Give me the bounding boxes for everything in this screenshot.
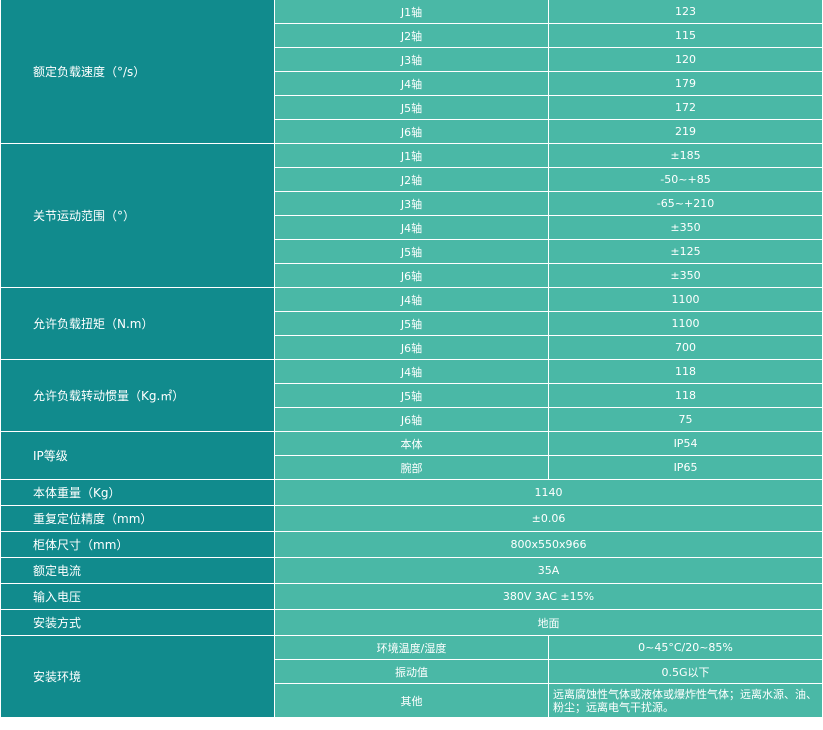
table-row: 重复定位精度（mm） ±0.06 (0, 505, 823, 532)
value-cell: 123 (548, 0, 823, 24)
row-label: 柜体尺寸（mm） (0, 531, 275, 558)
axis-cell: J1轴 (274, 0, 549, 24)
table-row: 振动值 0.5G以下 (1, 659, 823, 684)
value-cell: IP54 (548, 431, 823, 456)
table-row: J4轴 179 (1, 71, 823, 96)
value-cell: 1140 (274, 479, 823, 506)
value-cell: 0.5G以下 (548, 659, 823, 684)
table-row: 输入电压 380V 3AC ±15% (0, 583, 823, 610)
axis-cell: J4轴 (274, 215, 549, 240)
axis-cell: J2轴 (274, 23, 549, 48)
value-cell: 1100 (548, 287, 823, 312)
value-cell: 75 (548, 407, 823, 432)
axis-cell: J3轴 (274, 47, 549, 72)
table-row: 柜体尺寸（mm） 800x550x966 (0, 531, 823, 558)
row-label: 重复定位精度（mm） (0, 505, 275, 532)
value-cell: 179 (548, 71, 823, 96)
axis-cell: J4轴 (274, 287, 549, 312)
value-cell: 219 (548, 119, 823, 144)
table-row: 安装环境 环境温度/湿度 0~45°C/20~85% (0, 635, 823, 718)
axis-cell: J1轴 (274, 143, 549, 168)
value-cell: 0~45°C/20~85% (548, 635, 823, 660)
axis-cell: J6轴 (274, 335, 549, 360)
value-cell: ±125 (548, 239, 823, 264)
row-label: 关节运动范围（°） (0, 143, 275, 288)
row-label: 安装环境 (0, 635, 275, 718)
env-name-cell: 振动值 (274, 659, 549, 684)
table-row: J3轴 -65~+210 (1, 191, 823, 216)
axis-cell: J4轴 (274, 359, 549, 384)
value-cell: 800x550x966 (274, 531, 823, 558)
row-label: 安装方式 (0, 609, 275, 636)
value-cell: -65~+210 (548, 191, 823, 216)
row-label: 额定负载速度（°/s） (0, 0, 275, 144)
row-label: 本体重量（Kg） (0, 479, 275, 506)
table-row: J6轴 219 (1, 119, 823, 144)
env-name-cell: 其他 (274, 683, 549, 718)
axis-cell: J5轴 (274, 383, 549, 408)
value-cell: 172 (548, 95, 823, 120)
value-cell: -50~+85 (548, 167, 823, 192)
row-label: 允许负载转动惯量（Kg.㎡） (0, 359, 275, 432)
value-cell: ±350 (548, 263, 823, 288)
axis-cell: J5轴 (274, 95, 549, 120)
axis-cell: J3轴 (274, 191, 549, 216)
axis-cell: 腕部 (274, 455, 549, 480)
axis-cell: J6轴 (274, 119, 549, 144)
axis-cell: J6轴 (274, 407, 549, 432)
table-row: J2轴 115 (1, 23, 823, 48)
axis-cell: J5轴 (274, 239, 549, 264)
row-label: 额定电流 (0, 557, 275, 584)
value-cell: 380V 3AC ±15% (274, 583, 823, 610)
table-row: J5轴 118 (1, 383, 823, 408)
row-label: 允许负载扭矩（N.m） (0, 287, 275, 360)
axis-cell: J4轴 (274, 71, 549, 96)
table-row: 额定负载速度（°/s） J1轴 123 (0, 0, 823, 144)
table-row: 允许负载转动惯量（Kg.㎡） J4轴 118 (0, 359, 823, 432)
value-cell: 120 (548, 47, 823, 72)
value-cell: 远离腐蚀性气体或液体或爆炸性气体；远离水源、油、粉尘；远离电气干扰源。 (548, 683, 823, 718)
axis-cell: J2轴 (274, 167, 549, 192)
table-row: J4轴 ±350 (1, 215, 823, 240)
value-cell: IP65 (548, 455, 823, 480)
value-cell: 1100 (548, 311, 823, 336)
table-row: J6轴 ±350 (1, 263, 823, 288)
env-name-cell: 环境温度/湿度 (274, 635, 549, 660)
axis-cell: J5轴 (274, 311, 549, 336)
value-cell: 地面 (274, 609, 823, 636)
table-row: 本体重量（Kg） 1140 (0, 479, 823, 506)
table-row: J5轴 172 (1, 95, 823, 120)
value-cell: 118 (548, 359, 823, 384)
table-row: 额定电流 35A (0, 557, 823, 584)
value-cell: ±0.06 (274, 505, 823, 532)
value-cell: 118 (548, 383, 823, 408)
table-row: 允许负载扭矩（N.m） J4轴 1100 (0, 287, 823, 360)
row-label: IP等级 (0, 431, 275, 480)
row-label: 输入电压 (0, 583, 275, 610)
table-row: J5轴 1100 (1, 311, 823, 336)
value-cell: 35A (274, 557, 823, 584)
axis-cell: J6轴 (274, 263, 549, 288)
table-row: 安装方式 地面 (0, 609, 823, 636)
table-row: 关节运动范围（°） J1轴 ±185 (0, 143, 823, 288)
value-cell: 115 (548, 23, 823, 48)
table-row: J6轴 700 (1, 335, 823, 360)
value-cell: ±185 (548, 143, 823, 168)
value-cell: ±350 (548, 215, 823, 240)
axis-cell: 本体 (274, 431, 549, 456)
table-row: 其他 远离腐蚀性气体或液体或爆炸性气体；远离水源、油、粉尘；远离电气干扰源。 (1, 683, 823, 718)
table-row: IP等级 本体 IP54 (0, 431, 823, 480)
value-cell: 700 (548, 335, 823, 360)
table-row: J2轴 -50~+85 (1, 167, 823, 192)
